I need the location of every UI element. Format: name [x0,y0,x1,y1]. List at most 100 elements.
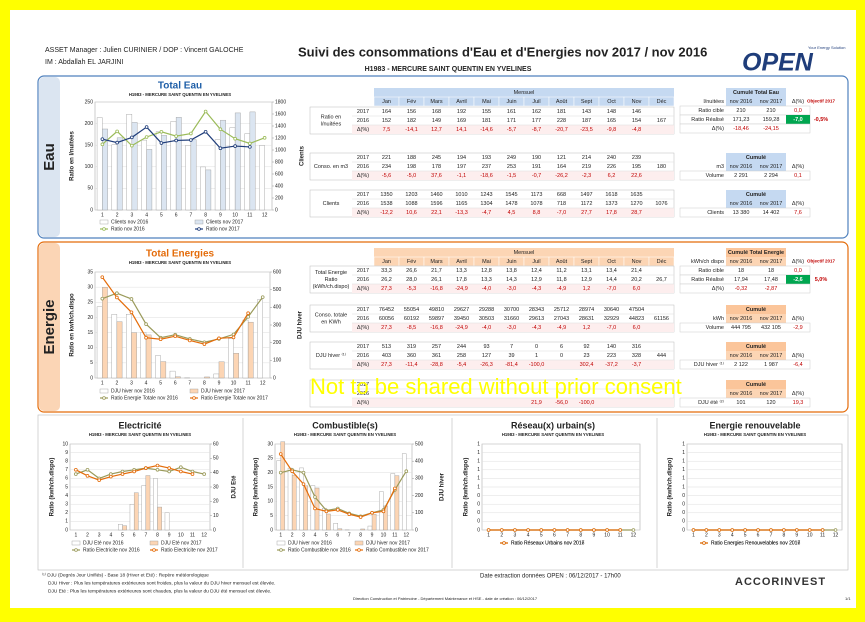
cell: 219 [582,164,591,170]
chart-subtitle: H1983 - MERCURE SAINT QUENTIN EN YVELINE… [89,432,191,437]
line-marker [769,528,773,532]
cell: 228 [557,118,566,124]
y-tick-label: 1 [682,441,685,447]
content: Mensuel Jan Fév Mars Avril Mai Juin Juil Août Sep… [50,81,843,553]
y-tick-label: 5 [65,484,68,490]
x-tick-label: 11 [618,532,623,538]
cell: 13,3 [481,277,492,283]
x-tick-label: 9 [168,532,171,538]
cell: 164 [557,164,566,170]
summary-col-cell [726,389,756,398]
brand: ACCORINVEST [735,576,826,588]
line-marker [85,474,90,478]
x-tick-label: 8 [782,532,785,538]
row-year: 2016 [357,164,369,170]
bar [116,321,123,379]
cell: 1635 [630,192,642,198]
summary-column: Δ(%) [792,259,804,265]
bar [371,513,377,531]
summary-col-cell [756,162,786,171]
cell: -4,8 [632,127,641,133]
bar [157,506,162,531]
cell: 171 [507,118,516,124]
summary-cell: -18,46 [733,126,749,132]
cell: -26,2 [555,173,568,179]
x-tick-label: 9 [593,532,596,538]
cell: -18,6 [480,173,493,179]
x-tick-label: 7 [770,532,773,538]
line-marker [109,474,113,479]
bar [299,467,304,531]
cell: -24,9 [455,286,468,292]
cell: 12,7 [431,127,442,133]
cell: -7,0 [607,325,616,331]
cell: 1243 [480,192,492,198]
delta-row [352,125,674,134]
line-marker [807,528,812,532]
row-year: Δ(%) [357,325,369,331]
x-tick-label: 7 [189,212,192,218]
y-axis-label: Ratio (kwh/ch.dispo) [668,458,674,517]
summary-cell: 14 402 [763,210,780,216]
bar [234,112,241,211]
cell: 31660 [504,316,519,322]
summary-title-cell [726,380,786,389]
bar [291,474,297,531]
cell: 192 [457,109,466,115]
x-tick-label: 9 [219,212,222,218]
summary-column: nov 2017 [760,391,783,397]
y-tick-label: 30 [267,441,273,447]
line-marker [100,275,105,279]
summary-cell: 17,48 [764,277,778,283]
cell: 29627 [454,307,469,313]
line-marker [313,506,317,511]
summary-col-cell [756,314,786,323]
x-tick-label: 7 [348,532,351,538]
summary-title: Cumulé Total Eau [733,90,779,96]
summary-cell: -2,6 [793,277,802,283]
y-tick-label: 4 [65,493,68,499]
cell: 27,7 [581,210,592,216]
line-marker [173,334,178,339]
row-label: Conso. en m3 [314,164,348,170]
line-marker [155,463,160,468]
bar [111,144,118,211]
month-label: Mars [430,99,442,105]
legend-label: DJU Eté nov 2016 [83,540,124,546]
delta-row [352,323,674,332]
summary-column: m3 [716,164,724,170]
summary-cell: 18 [768,268,774,274]
y-tick-label: 20 [267,470,273,476]
cell: 1618 [605,192,617,198]
summary-column: nov 2017 [760,99,783,105]
row-label: Ratio [325,277,338,283]
summary-column: Δ(%) [792,201,804,207]
line-marker [262,136,267,140]
y-tick-label: 0 [477,527,480,533]
cell: 214 [582,155,591,161]
x-tick-label: 12 [631,532,637,538]
month-label: Nov [632,99,642,105]
bar [333,523,338,531]
cell: -14,1 [405,127,418,133]
summary-cell: DJU hiver ⁽¹⁾ [694,361,725,368]
x-tick-label: 1 [101,212,104,218]
y2-tick-label: 30 [213,484,219,490]
summary-cell: 17,94 [734,277,748,283]
x-tick-label: 10 [381,532,387,538]
y-tick-label: 9 [65,450,68,456]
summary-column: nov 2017 [760,201,783,207]
row-label: Ratio en [321,114,342,120]
legend-swatch [194,219,204,225]
bar [200,166,206,211]
cell: 403 [382,353,391,359]
bar [185,145,192,211]
x-tick-label: 10 [807,532,813,538]
cell: -14,6 [480,127,493,133]
month-label: Sept [581,99,593,105]
cell: 27043 [554,316,569,322]
x-tick-label: 2 [116,212,119,218]
month-label: Nov [632,259,642,265]
cell: 188 [407,155,416,161]
bar [257,299,263,379]
